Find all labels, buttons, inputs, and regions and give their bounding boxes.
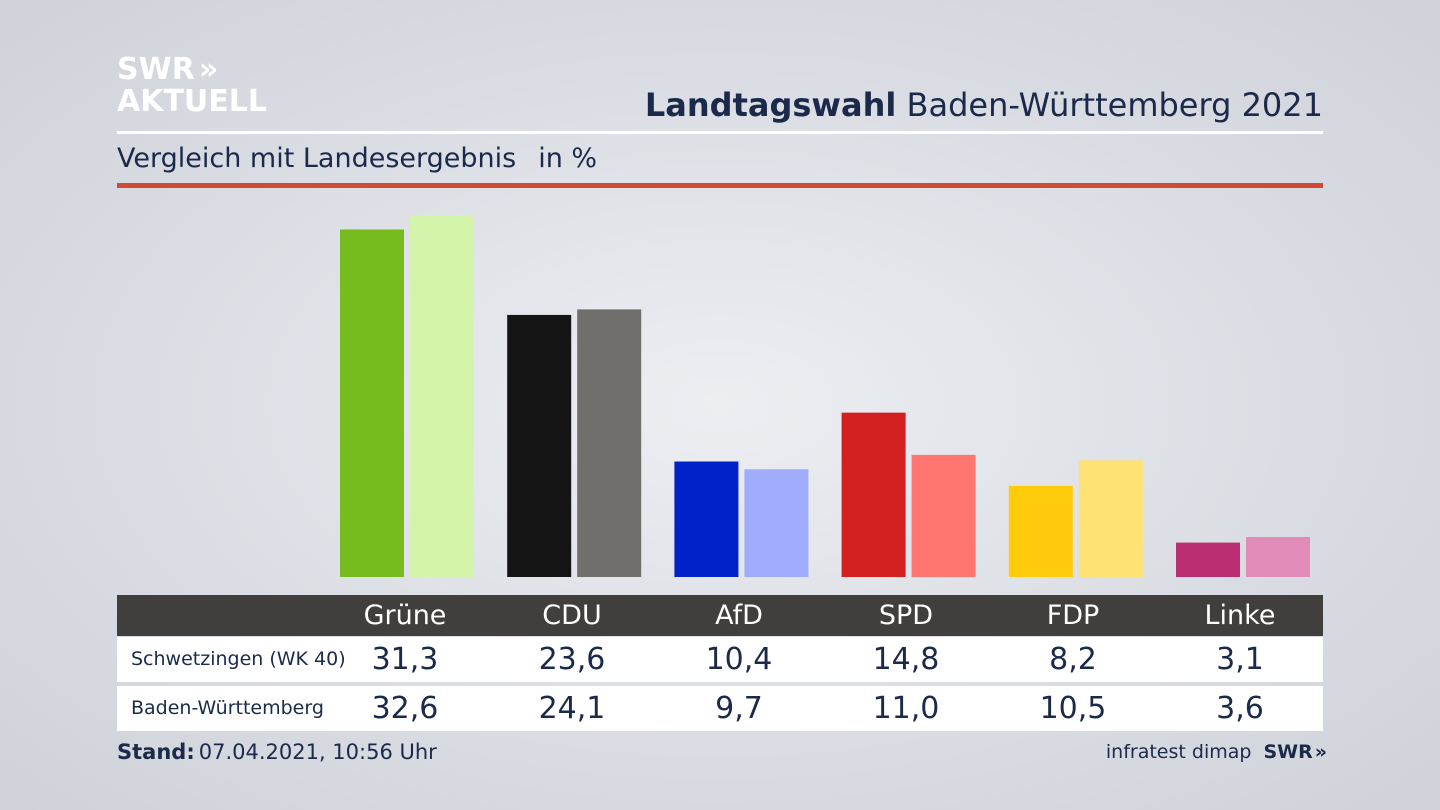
- value-cell: 24,1: [538, 691, 606, 726]
- swr-small-chevrons-icon: »: [1314, 741, 1327, 763]
- header-gruene: Grüne: [363, 600, 447, 631]
- stand-value: 07.04.2021, 10:56 Uhr: [198, 740, 437, 764]
- logo-chevrons-icon: »: [198, 52, 219, 87]
- row-label-wahlkreis: Schwetzingen (WK 40): [131, 648, 346, 670]
- logo-aktuell-text: AKTUELL: [117, 84, 268, 119]
- source-text: infratest dimap: [1105, 741, 1252, 763]
- title-divider: [117, 131, 1323, 134]
- source-credit: infratest dimap SWR»: [1105, 741, 1327, 763]
- chart-title-rest: Baden-Württemberg 2021: [906, 86, 1324, 124]
- subtitle-text: Vergleich mit Landesergebnis: [117, 143, 517, 174]
- logo-swr-text: SWR: [117, 52, 195, 87]
- bar-cdu-series-2: [577, 309, 642, 577]
- row-label-land: Baden-Württemberg: [131, 697, 324, 719]
- value-cell: 11,0: [872, 691, 940, 726]
- bar-grne-series-2: [410, 215, 474, 577]
- bar-linke-series-1: [1176, 542, 1240, 577]
- value-cell: 32,6: [371, 691, 439, 726]
- stand-label: Stand:: [117, 740, 195, 764]
- bar-afd-series-1: [674, 461, 739, 577]
- table-row: Baden-Württemberg 32,6 24,1 9,7 11,0 10,…: [117, 686, 1323, 731]
- value-cell: 14,8: [872, 642, 940, 677]
- bar-afd-series-2: [744, 469, 809, 577]
- chart-title: Landtagswahl Baden-Württemberg 2021: [645, 86, 1323, 124]
- subtitle-divider: [117, 183, 1323, 188]
- bar-linke-series-2: [1246, 537, 1310, 577]
- header-afd: AfD: [715, 600, 763, 631]
- timestamp: Stand: 07.04.2021, 10:56 Uhr: [117, 740, 437, 764]
- swr-aktuell-logo: SWR» AKTUELL: [117, 54, 267, 118]
- bar-fdp-series-2: [1078, 460, 1143, 577]
- header-linke: Linke: [1204, 600, 1276, 631]
- chart-title-bold: Landtagswahl: [644, 86, 897, 124]
- unit-label: in %: [538, 143, 598, 174]
- value-cell: 3,6: [1216, 691, 1264, 726]
- value-cell: 31,3: [371, 642, 439, 677]
- table-row: Schwetzingen (WK 40) 31,3 23,6 10,4 14,8…: [117, 637, 1323, 682]
- value-cell: 8,2: [1049, 642, 1097, 677]
- bar-grne-series-1: [340, 229, 404, 577]
- value-cell: 3,1: [1216, 642, 1264, 677]
- bar-fdp-series-1: [1008, 485, 1073, 577]
- table-header: Grüne CDU AfD SPD FDP Linke: [117, 595, 1323, 636]
- header-fdp: FDP: [1046, 600, 1100, 631]
- swr-small-logo: SWR»: [1263, 741, 1327, 763]
- header-spd: SPD: [878, 600, 934, 631]
- value-cell: 9,7: [715, 691, 763, 726]
- swr-small-text: SWR: [1263, 741, 1313, 763]
- chart-subtitle: Vergleich mit Landesergebnis in %: [117, 143, 597, 174]
- value-cell: 10,4: [705, 642, 773, 677]
- bar-spd-series-2: [911, 454, 976, 577]
- value-cell: 10,5: [1039, 691, 1107, 726]
- header-cdu: CDU: [542, 600, 602, 631]
- value-cell: 23,6: [538, 642, 606, 677]
- bar-spd-series-1: [841, 412, 906, 577]
- bar-cdu-series-1: [507, 314, 572, 577]
